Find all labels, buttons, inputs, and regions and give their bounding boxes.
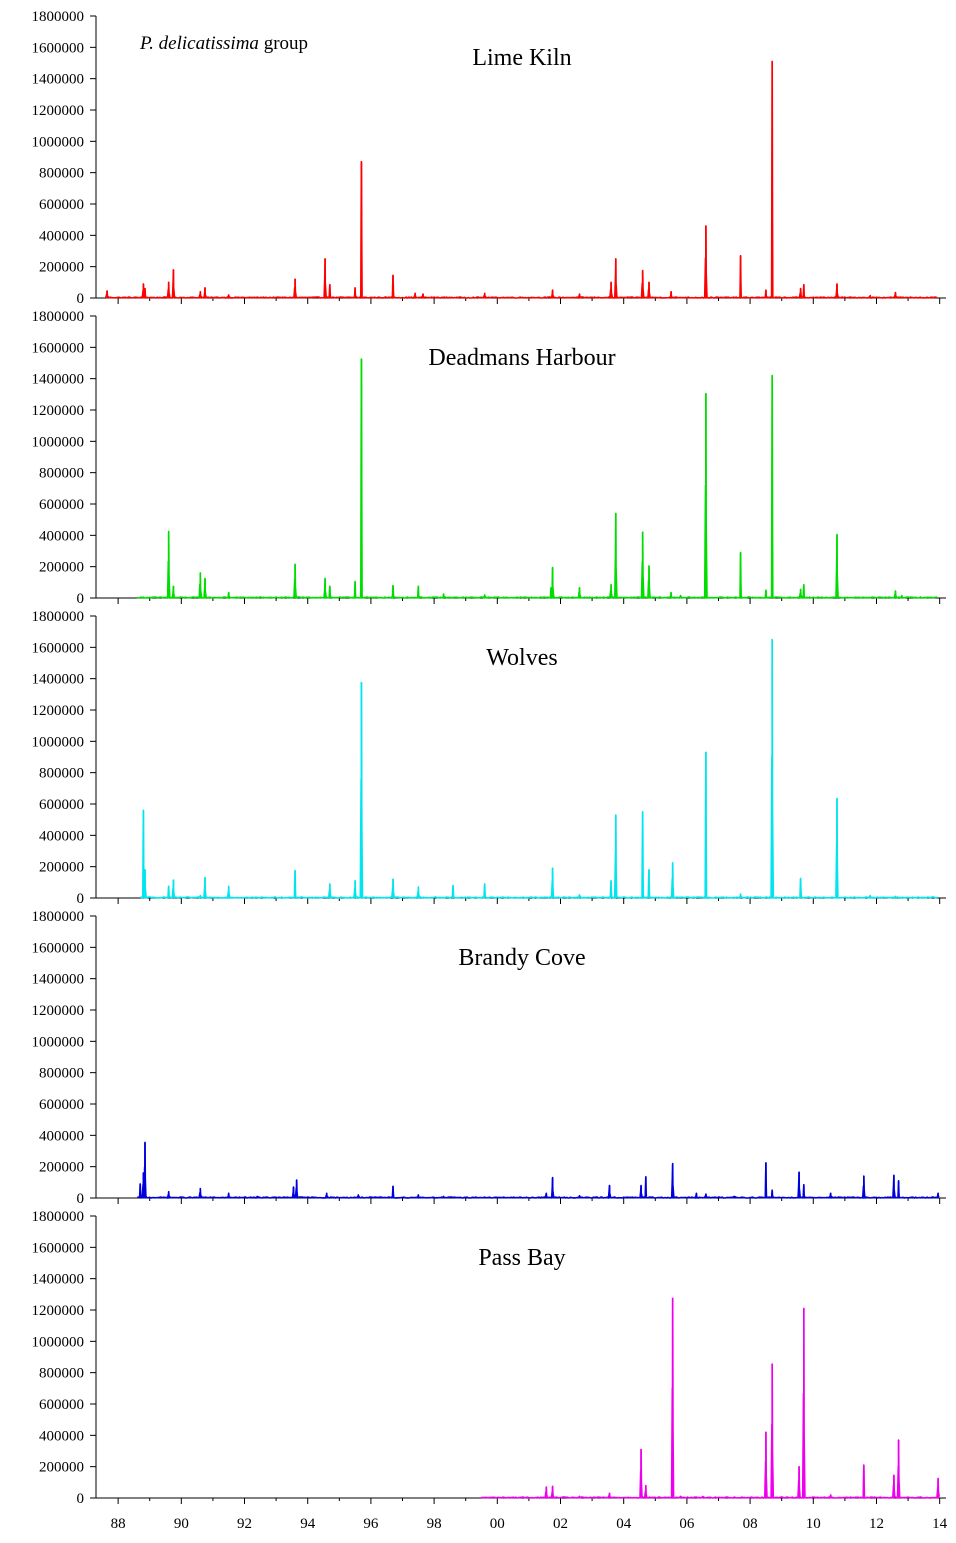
y-tick-label: 1400000: [32, 1272, 85, 1288]
y-tick-label: 1200000: [32, 1003, 85, 1019]
group-label-species: P. delicatissima: [139, 33, 259, 54]
panel-title: Brandy Cove: [458, 945, 585, 971]
y-tick-label: 600000: [39, 797, 84, 813]
panel-title: Lime Kiln: [472, 45, 571, 71]
y-tick-label: 800000: [39, 1366, 84, 1382]
y-tick-label: 1000000: [32, 134, 85, 150]
y-tick-label: 400000: [39, 828, 84, 844]
y-tick-label: 1400000: [32, 672, 85, 688]
y-tick-label: 800000: [39, 166, 84, 182]
y-tick-label: 400000: [39, 1428, 84, 1444]
panel-3: 0 200000 400000 600000 800000 1000000 1200000 1…: [32, 609, 947, 907]
x-tick-label: 12: [869, 1516, 884, 1532]
panel-5: 0 200000 400000 600000 800000 1000000 1200000 1…: [32, 1209, 947, 1507]
panel-title: Pass Bay: [478, 1245, 565, 1271]
x-tick-label: 10: [806, 1516, 821, 1532]
y-tick-label: 1400000: [32, 72, 85, 88]
y-tick-label: 800000: [39, 766, 84, 782]
y-tick-label: 1800000: [32, 309, 85, 325]
y-tick-label: 200000: [39, 560, 84, 576]
y-tick-label: 1800000: [32, 1209, 85, 1225]
y-tick-label: 600000: [39, 1397, 84, 1413]
y-tick-label: 0: [77, 1191, 85, 1207]
series-line: [140, 640, 938, 899]
y-tick-label: 0: [77, 291, 85, 307]
panel-title: Deadmans Harbour: [428, 345, 615, 371]
group-label: P. delicatissima group: [139, 33, 308, 54]
y-tick-label: 400000: [39, 1128, 84, 1144]
x-tick-label: 14: [932, 1516, 948, 1532]
y-tick-label: 200000: [39, 1460, 84, 1476]
y-tick-label: 600000: [39, 197, 84, 213]
y-tick-label: 800000: [39, 1066, 84, 1082]
x-tick-label: 02: [553, 1516, 568, 1532]
y-tick-label: 0: [77, 591, 85, 607]
x-tick-label: 96: [363, 1516, 379, 1532]
series-line: [106, 61, 938, 298]
y-tick-label: 1800000: [32, 609, 85, 625]
y-tick-label: 1200000: [32, 703, 85, 719]
x-tick-label: 08: [743, 1516, 758, 1532]
y-tick-label: 1600000: [32, 340, 85, 356]
series-line: [137, 1142, 939, 1198]
y-tick-label: 600000: [39, 1097, 84, 1113]
y-tick-label: 200000: [39, 260, 84, 276]
x-tick-label: 90: [174, 1516, 189, 1532]
y-tick-label: 600000: [39, 497, 84, 513]
y-tick-label: 1200000: [32, 103, 85, 119]
x-tick-label: 94: [300, 1516, 316, 1532]
y-tick-label: 1000000: [32, 434, 85, 450]
y-tick-label: 1000000: [32, 734, 85, 750]
panel-4: 0 200000 400000 600000 800000 1000000 1200000 1…: [32, 909, 947, 1207]
y-tick-label: 200000: [39, 860, 84, 876]
x-tick-label: 04: [616, 1516, 632, 1532]
panel-2: 0 200000 400000 600000 800000 1000000 1200000 1…: [32, 309, 947, 607]
y-tick-label: 1600000: [32, 940, 85, 956]
y-tick-label: 400000: [39, 228, 84, 244]
y-tick-label: 1000000: [32, 1034, 85, 1050]
x-tick-label: 88: [111, 1516, 126, 1532]
y-tick-label: 200000: [39, 1160, 84, 1176]
y-tick-label: 1800000: [32, 9, 85, 25]
x-tick-label: 00: [490, 1516, 505, 1532]
y-tick-label: 800000: [39, 466, 84, 482]
group-label-suffix: group: [259, 33, 308, 54]
y-tick-label: 1800000: [32, 909, 85, 925]
y-tick-label: 1600000: [32, 40, 85, 56]
x-tick-label: 06: [679, 1516, 695, 1532]
y-tick-label: 1400000: [32, 972, 85, 988]
x-tick-label: 98: [427, 1516, 442, 1532]
y-tick-label: 1600000: [32, 1240, 85, 1256]
y-tick-label: 0: [77, 1491, 85, 1507]
y-tick-label: 1200000: [32, 403, 85, 419]
y-tick-label: 1600000: [32, 640, 85, 656]
y-tick-label: 1400000: [32, 372, 85, 388]
y-tick-label: 0: [77, 891, 85, 907]
series-line: [137, 359, 937, 598]
y-tick-label: 400000: [39, 528, 84, 544]
y-tick-label: 1200000: [32, 1303, 85, 1319]
series-line: [482, 1298, 940, 1498]
x-tick-label: 92: [237, 1516, 252, 1532]
panel-title: Wolves: [486, 645, 557, 671]
y-tick-label: 1000000: [32, 1334, 85, 1350]
